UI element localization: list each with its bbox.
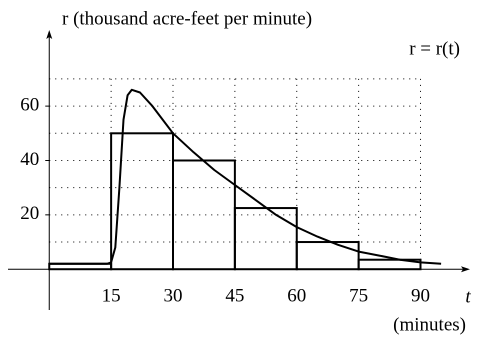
y-axis-label: r (thousand acre-feet per minute) <box>62 8 312 29</box>
x-tick-label: 15 <box>102 286 121 307</box>
x-tick-label: 45 <box>225 286 244 307</box>
y-axis-arrow <box>46 30 53 39</box>
step-rect <box>172 159 236 271</box>
x-axis-arrow <box>461 266 470 273</box>
step-rect <box>295 241 360 271</box>
y-tick-label: 20 <box>20 203 39 224</box>
curve-annotation: r = r(t) <box>409 38 460 59</box>
step-rect <box>110 132 174 271</box>
step-rect <box>357 258 422 271</box>
x-tick-label: 30 <box>164 286 183 307</box>
x-tick-label: 90 <box>411 286 430 307</box>
x-axis-label: t <box>465 286 471 307</box>
x-axis-unit: (minutes) <box>393 314 466 335</box>
y-tick-label: 40 <box>20 149 39 170</box>
step-rect <box>233 207 298 271</box>
x-tick-label: 60 <box>287 286 306 307</box>
y-tick-label: 60 <box>20 94 39 115</box>
curve <box>49 88 442 265</box>
x-tick-label: 75 <box>349 286 368 307</box>
